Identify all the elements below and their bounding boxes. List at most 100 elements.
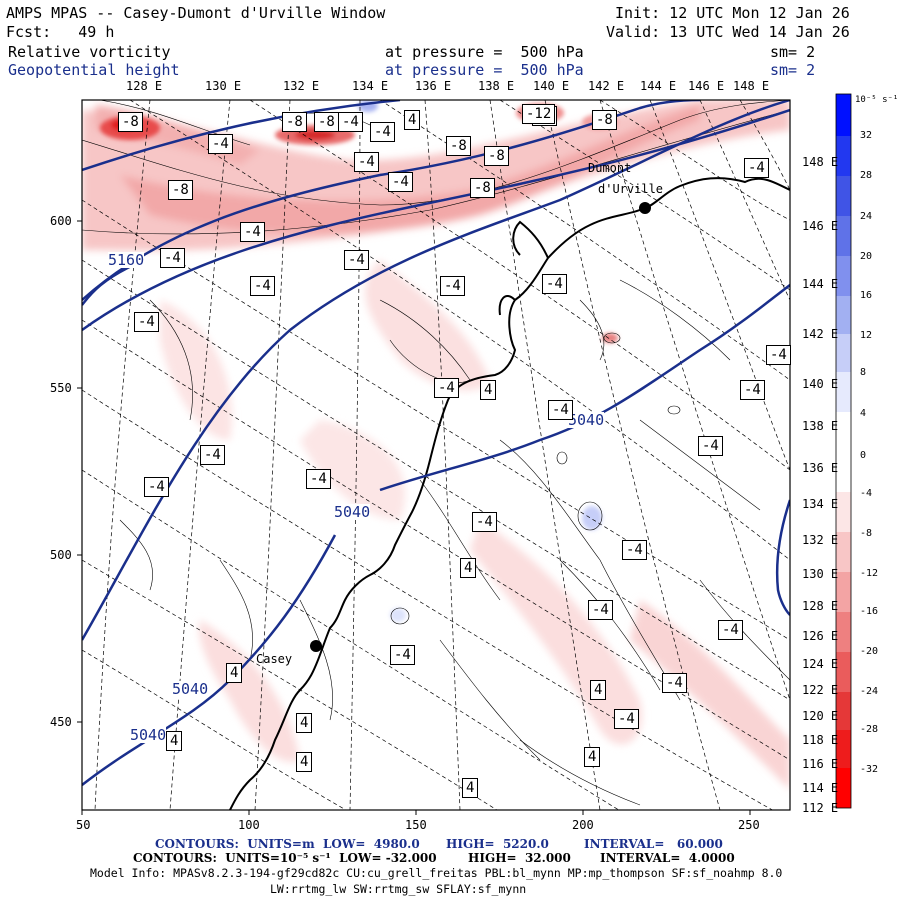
x-tick-label: 50	[76, 818, 91, 832]
height-label: 5040	[568, 411, 605, 429]
x-tick-label: 250	[738, 818, 760, 832]
vorticity-label: -4	[698, 436, 723, 456]
colorbar-tick-label: -16	[860, 606, 879, 617]
x-tick-label: 150	[405, 818, 427, 832]
vorticity-label: -4	[208, 134, 233, 154]
colorbar-tick-label: -8	[860, 528, 873, 539]
lon-label-top: 134 E	[352, 79, 389, 93]
vorticity-label: -4	[718, 620, 743, 640]
plot-area	[82, 100, 790, 810]
colorbar-tick-label: 4	[860, 408, 867, 419]
y-tick-label: 600	[50, 214, 72, 228]
lon-label-right: 128 E	[802, 599, 839, 613]
colorbar-units: 10⁻⁵ s⁻¹	[855, 95, 899, 105]
lon-label-right: 138 E	[802, 419, 839, 433]
colorbar-swatch	[836, 612, 851, 652]
x-tick-label: 100	[238, 818, 260, 832]
vorticity-label: 4	[480, 380, 497, 400]
vorticity-label: -8	[470, 178, 495, 198]
vorticity-label: -4	[354, 152, 379, 172]
lon-label-right: 136 E	[802, 461, 839, 475]
vorticity-label: -8	[282, 112, 307, 132]
vorticity-label: -4	[434, 378, 459, 398]
colorbar	[835, 93, 852, 809]
vorticity-label: -4	[766, 345, 791, 365]
lon-label-right: 144 E	[802, 277, 839, 291]
model-info-physics: LW:rrtmg_lw SW:rrtmg_sw SFLAY:sf_mynn	[270, 882, 527, 896]
vorticity-label: -4	[472, 512, 497, 532]
forecast-hour: Fcst: 49 h	[6, 23, 115, 41]
vorticity-label: 4	[404, 110, 421, 130]
valid-time: Valid: 13 UTC Wed 14 Jan 26	[606, 23, 850, 41]
colorbar-tick-label: 16	[860, 290, 873, 301]
vorticity-label: -4	[306, 469, 331, 489]
colorbar-tick-label: -4	[860, 488, 873, 499]
vorticity-label: -4	[200, 445, 225, 465]
height-contour-info-c: INTERVAL= 60.000	[584, 837, 723, 851]
plot-frame	[81, 99, 791, 811]
place-name-durville: d'Urville	[598, 182, 664, 196]
lon-label-top: 148 E	[733, 79, 770, 93]
colorbar-swatch	[836, 296, 851, 334]
vorticity-label: 4	[296, 713, 313, 733]
height-label: 5160	[108, 251, 145, 269]
vorticity-label: 4	[226, 663, 243, 683]
y-tick-label: 500	[50, 548, 72, 562]
lon-label-right: 142 E	[802, 327, 839, 341]
vorticity-label: -4	[144, 477, 169, 497]
colorbar-tick-label: -28	[860, 724, 879, 735]
field2-level: at pressure = 500 hPa	[385, 61, 584, 79]
height-label: 5040	[334, 503, 371, 521]
height-contour-info-a: CONTOURS: UNITS=m LOW= 4980.0	[155, 837, 420, 851]
colorbar-swatch	[836, 136, 851, 176]
vorticity-contour-info-b: HIGH= 32.000	[468, 851, 571, 865]
vorticity-label: -8	[592, 110, 617, 130]
colorbar-tick-label: 28	[860, 170, 873, 181]
field1-level: at pressure = 500 hPa	[385, 43, 584, 61]
lon-label-right: 148 E	[802, 155, 839, 169]
colorbar-swatch	[836, 692, 851, 730]
colorbar-tick-label: 8	[860, 367, 867, 378]
y-tick-label: 550	[50, 381, 72, 395]
colorbar-swatch	[836, 572, 851, 612]
vorticity-label: -8	[446, 136, 471, 156]
colorbar-tick-label: -20	[860, 646, 879, 657]
height-label: 5040	[172, 680, 209, 698]
lon-label-top: 130 E	[205, 79, 242, 93]
lon-label-right: 112 E	[802, 801, 839, 815]
station-casey-marker	[310, 640, 322, 652]
lon-label-right: 140 E	[802, 377, 839, 391]
colorbar-swatch	[836, 730, 851, 768]
lon-label-top: 136 E	[415, 79, 452, 93]
height-label: 5040	[130, 726, 167, 744]
lon-label-right: 124 E	[802, 657, 839, 671]
colorbar-swatch	[836, 412, 851, 492]
vorticity-label: 4	[296, 752, 313, 772]
vorticity-label: -4	[588, 600, 613, 620]
colorbar-tick-label: -12	[860, 568, 879, 579]
colorbar-swatch	[836, 94, 851, 136]
lon-label-top: 138 E	[478, 79, 515, 93]
model-info: Model Info: MPASv8.2.3-194-gf29cd82c CU:…	[90, 866, 783, 880]
lon-label-top: 140 E	[533, 79, 570, 93]
place-name-dumont: Dumont	[588, 161, 632, 175]
vorticity-label: 4	[584, 747, 601, 767]
height-contour-info-b: HIGH= 5220.0	[446, 837, 549, 851]
vorticity-label: -4	[744, 158, 769, 178]
colorbar-swatch	[836, 256, 851, 296]
vorticity-label: -4	[662, 673, 687, 693]
colorbar-swatch	[836, 768, 851, 808]
vorticity-label: -4	[338, 112, 363, 132]
lon-label-right: 132 E	[802, 533, 839, 547]
vorticity-label: -4	[370, 122, 395, 142]
vorticity-label: 4	[166, 731, 183, 751]
vorticity-label: -4	[160, 248, 185, 268]
vorticity-label: 4	[590, 680, 607, 700]
vorticity-label: 4	[460, 558, 477, 578]
colorbar-tick-label: 20	[860, 251, 873, 262]
colorbar-tick-label: 32	[860, 130, 873, 141]
colorbar-tick-label: -32	[860, 764, 879, 775]
colorbar-swatch	[836, 532, 851, 572]
vorticity-contours	[82, 100, 790, 806]
